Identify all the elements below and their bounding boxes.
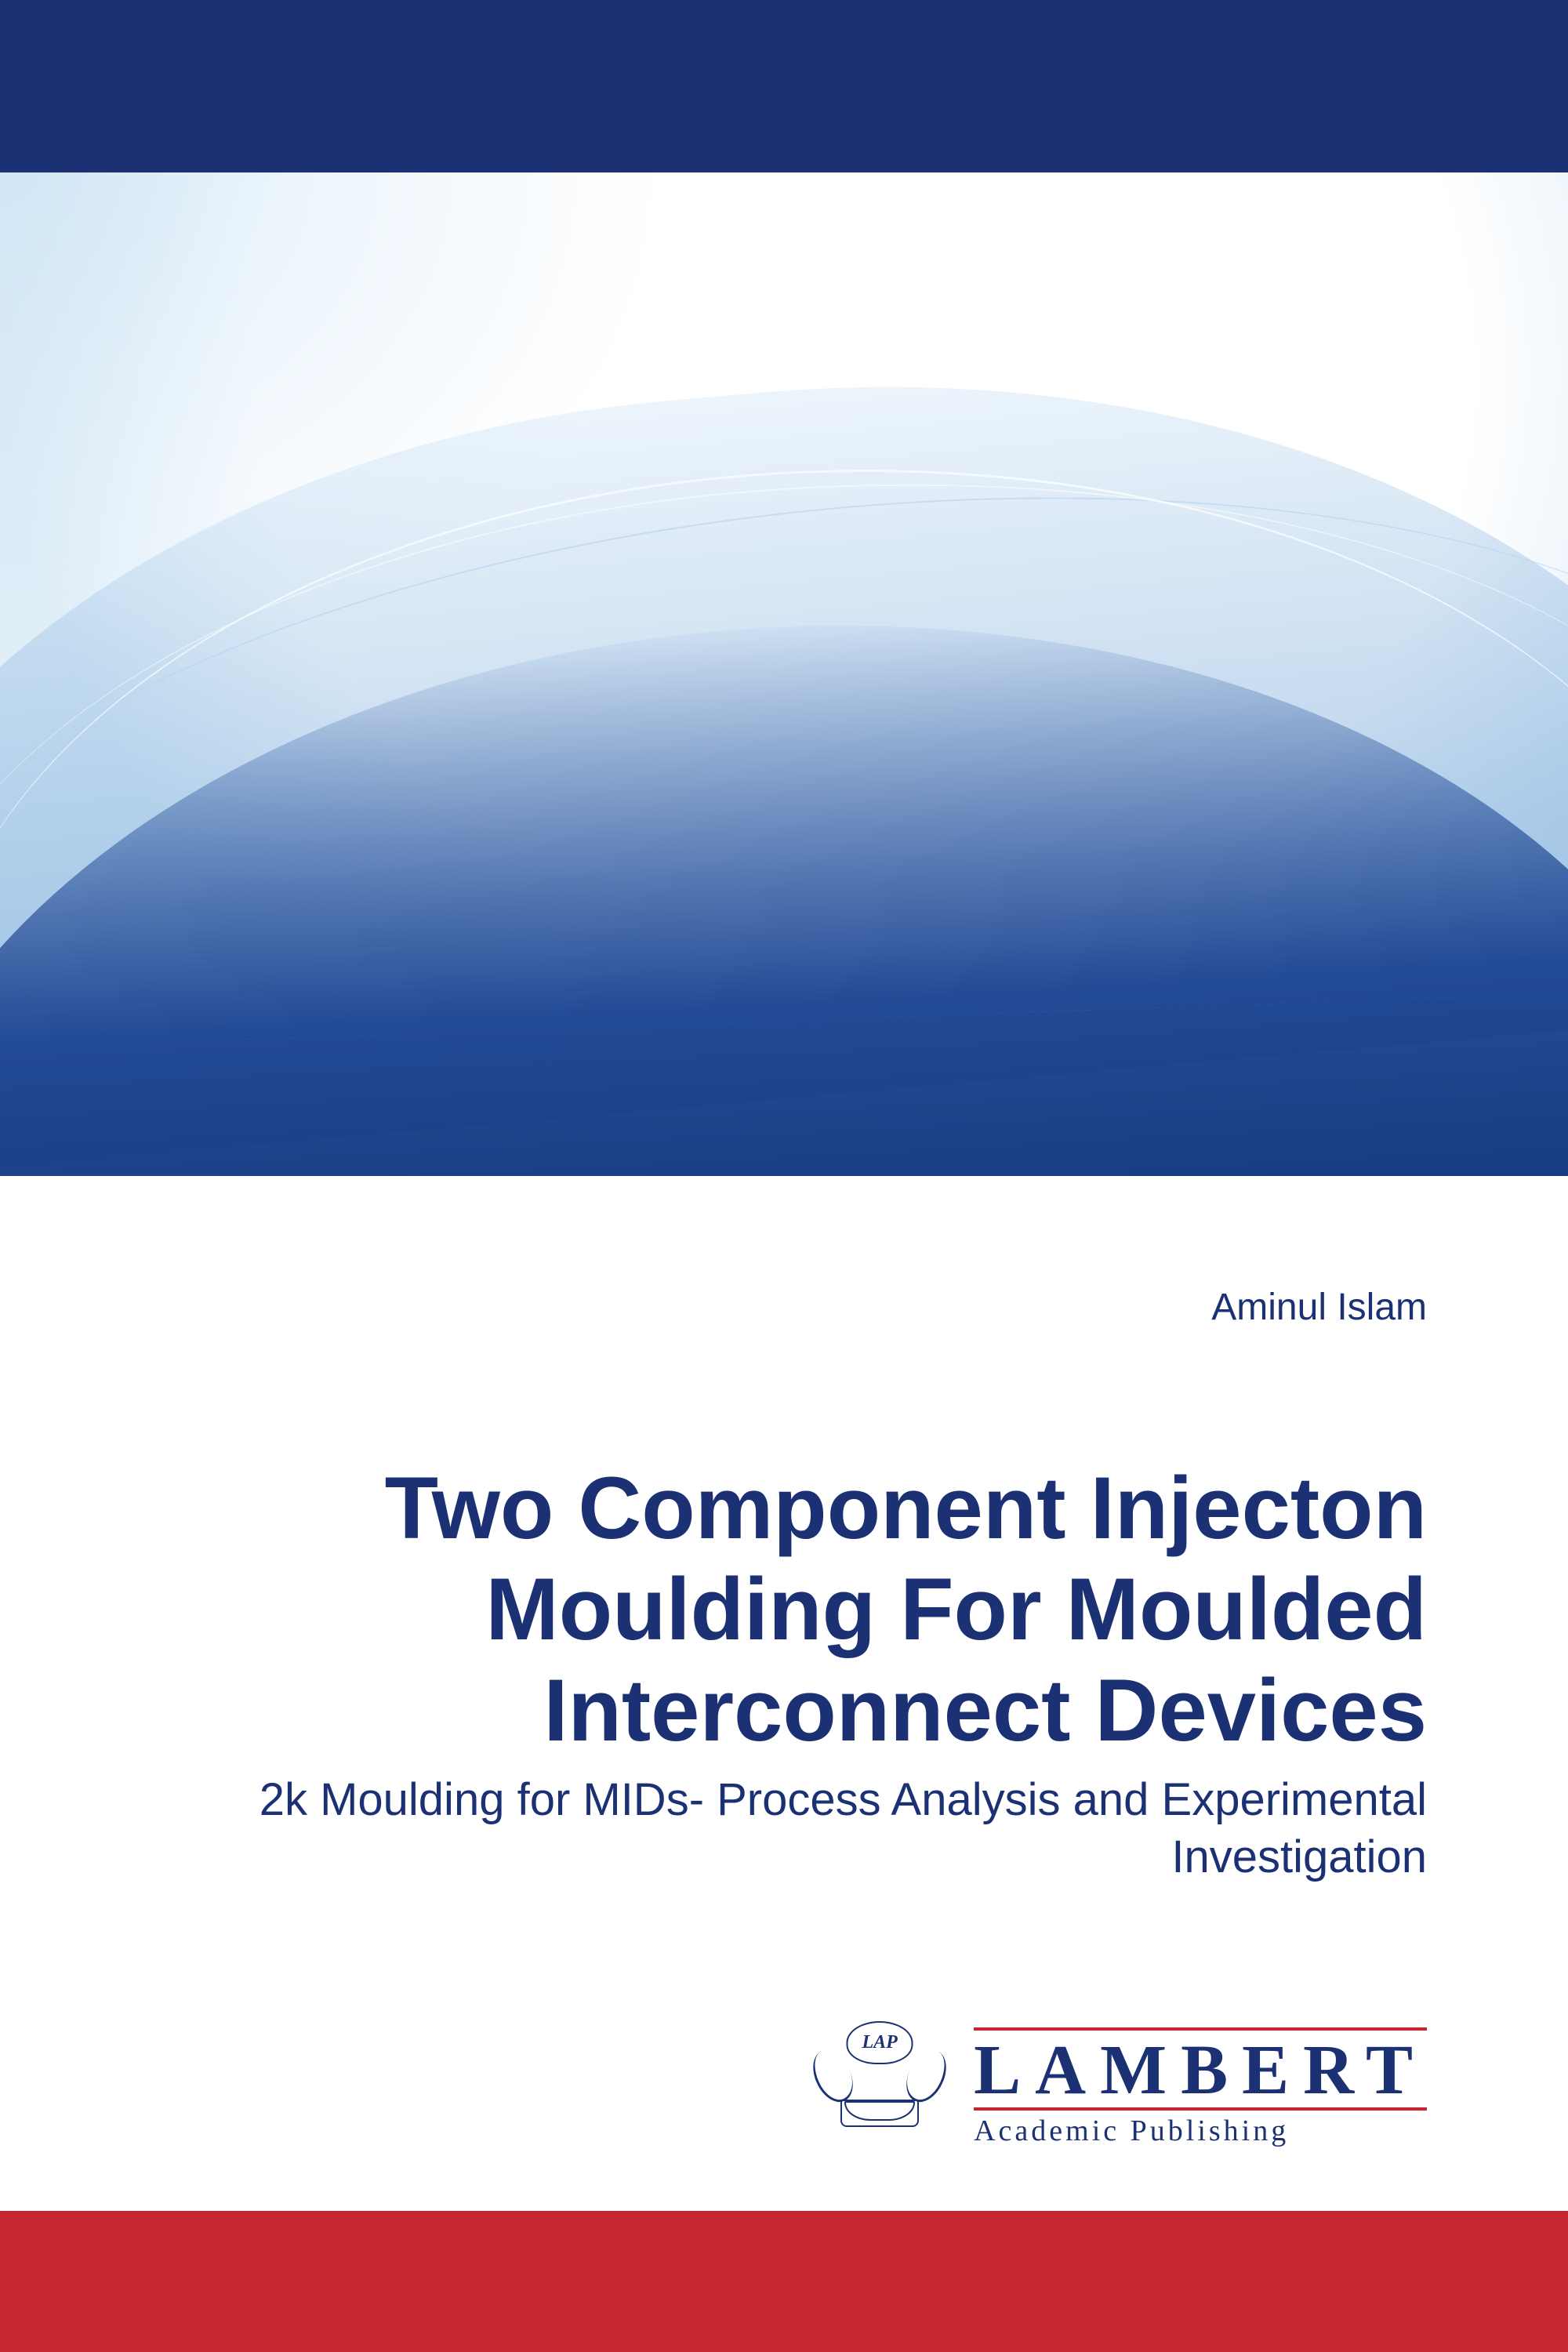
book-title: Two Component Injecton Moulding For Moul…	[141, 1458, 1427, 1761]
publisher-tagline: Academic Publishing	[974, 2114, 1427, 2148]
bottom-bar	[0, 2211, 1568, 2352]
book-subtitle: 2k Moulding for MIDs- Process Analysis a…	[235, 1772, 1427, 1886]
wave-highlight	[0, 172, 784, 775]
lap-badge: LAP	[847, 2021, 913, 2064]
author-name: Aminul Islam	[1211, 1286, 1427, 1329]
publisher-emblem-icon: LAP	[809, 2033, 950, 2143]
publisher-logo: LAP LAMBERT Academic Publishing	[809, 2027, 1427, 2148]
publisher-name: LAMBERT	[974, 2027, 1427, 2111]
top-bar	[0, 0, 1568, 172]
publisher-text: LAMBERT Academic Publishing	[974, 2027, 1427, 2148]
wave-graphic	[0, 172, 1568, 1176]
